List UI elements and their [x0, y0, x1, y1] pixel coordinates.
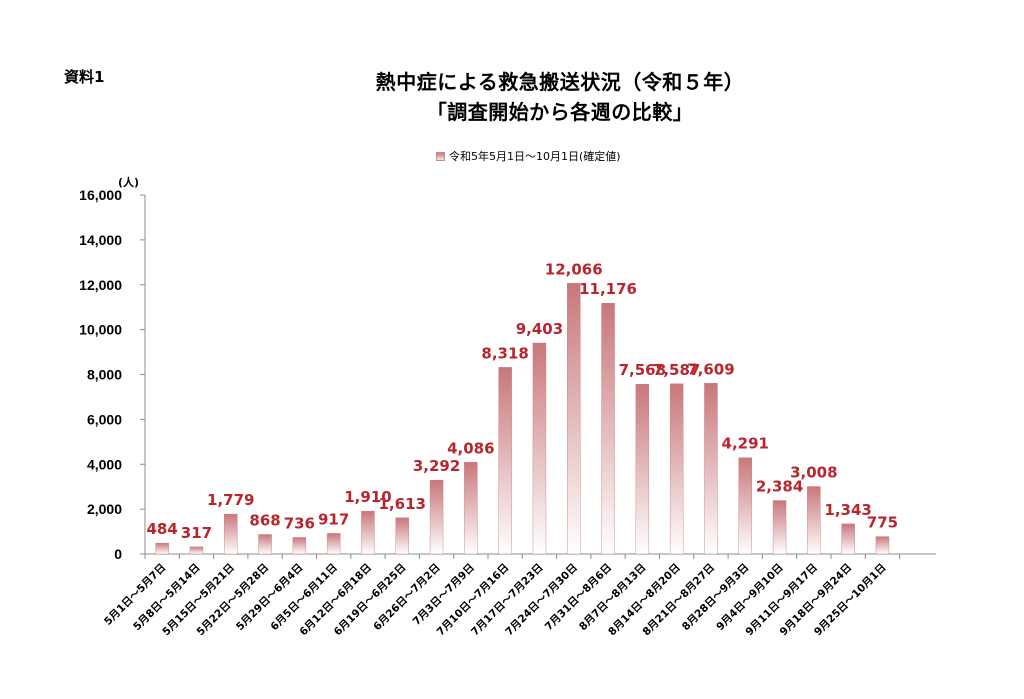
bars	[155, 283, 890, 555]
category-label: 5月1日～5月7日	[102, 562, 168, 628]
data-label: 4,291	[722, 435, 769, 453]
bar	[532, 342, 547, 555]
data-label: 1,613	[379, 495, 426, 513]
bar	[704, 383, 718, 555]
y-tick-label: 2,000	[87, 501, 122, 517]
data-label: 11,176	[579, 280, 637, 298]
bar	[224, 513, 238, 555]
category-labels: 5月1日～5月7日5月8日～5月14日5月15日～5月21日5月22日～5月28…	[102, 562, 889, 639]
data-label: 9,403	[516, 320, 563, 338]
bar	[635, 383, 650, 555]
data-label: 1,779	[207, 491, 254, 509]
y-tick-label: 10,000	[79, 322, 122, 338]
data-label: 3,008	[790, 464, 837, 482]
bar	[875, 536, 890, 555]
chart-title-line1: 熱中症による救急搬送状況（令和５年）	[375, 70, 745, 94]
y-tick-label: 12,000	[79, 277, 122, 293]
bar	[361, 510, 375, 555]
bar	[429, 479, 444, 555]
data-label: 484	[146, 520, 177, 538]
data-label: 917	[318, 510, 349, 528]
data-label: 2,384	[756, 478, 803, 496]
data-label: 7,609	[687, 360, 734, 378]
bar	[464, 462, 478, 555]
chart-title-line2: 「調査開始から各週の比較」	[426, 100, 694, 124]
data-label: 3,292	[413, 457, 460, 475]
data-label: 7,587	[653, 361, 700, 379]
data-label: 317	[181, 524, 212, 542]
data-label: 4,086	[447, 439, 494, 457]
data-label: 7,568	[619, 361, 666, 379]
y-tick-label: 8,000	[87, 367, 122, 383]
data-label: 1,343	[824, 501, 871, 519]
bar	[807, 486, 821, 555]
bar	[395, 517, 409, 555]
bar	[326, 533, 341, 555]
data-label: 8,318	[481, 344, 528, 362]
bar	[567, 283, 581, 555]
data-label: 775	[867, 514, 898, 532]
bar	[292, 537, 307, 555]
y-unit-label: (人)	[118, 175, 139, 189]
y-tick-label: 16,000	[79, 187, 122, 203]
bar	[258, 534, 272, 555]
bar	[498, 367, 512, 555]
category-label: 7月3日～7月9日	[411, 562, 477, 628]
data-label: 868	[249, 512, 280, 530]
bar	[738, 457, 752, 555]
data-label: 1,910	[344, 488, 391, 506]
document-label: 資料1	[64, 68, 105, 86]
bar	[841, 523, 855, 555]
bar	[669, 383, 684, 555]
y-tick-label: 6,000	[87, 411, 122, 427]
chart-legend: 令和5年5月1日～10月1日(確定値)	[436, 148, 621, 164]
data-label: 12,066	[545, 260, 603, 278]
y-tick-label: 0	[114, 546, 122, 562]
bar	[155, 542, 169, 555]
bar	[601, 303, 615, 555]
legend-swatch	[436, 151, 445, 161]
bar	[772, 500, 787, 555]
data-label: 736	[284, 514, 315, 532]
y-tick-label: 4,000	[87, 456, 122, 472]
bar	[189, 546, 204, 555]
y-tick-label: 14,000	[79, 232, 122, 248]
legend-label: 令和5年5月1日～10月1日(確定値)	[449, 150, 621, 163]
